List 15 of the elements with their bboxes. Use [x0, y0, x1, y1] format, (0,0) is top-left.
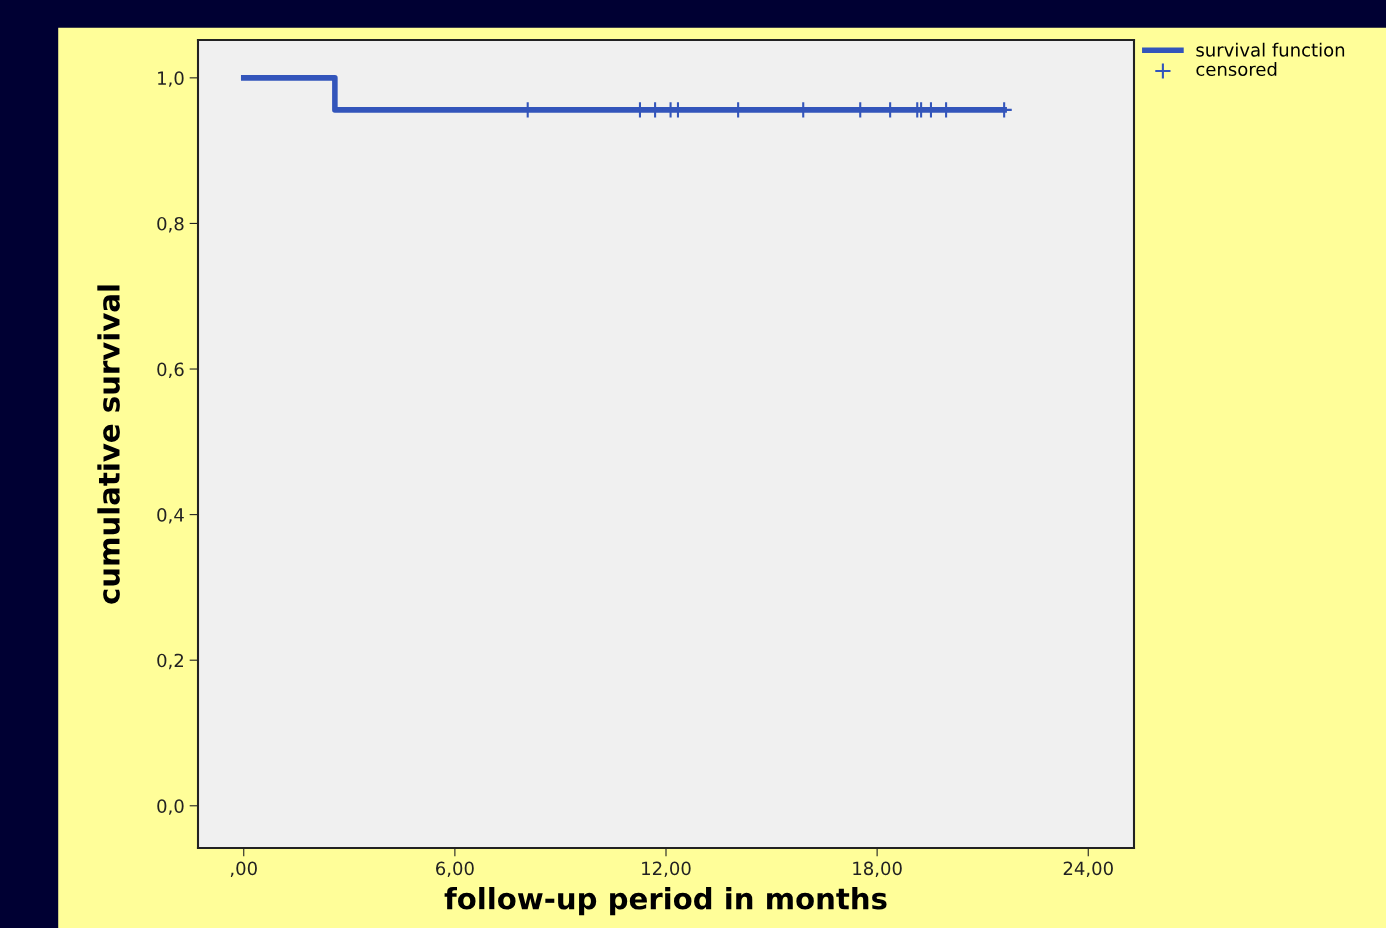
y-tick-label: 0,8 [157, 216, 184, 233]
legend-label: censored [1196, 62, 1277, 77]
x-tick-label: 24,00 [1063, 861, 1113, 878]
x-tick-label: 12,00 [642, 861, 691, 878]
y-tick-label: 0,6 [157, 362, 184, 378]
y-tick-label: 1,0 [158, 71, 184, 87]
y-tick-label: 0,2 [157, 653, 183, 670]
y-tick-label: 0,4 [157, 508, 184, 524]
y-axis-title: cumulative survival [97, 285, 120, 604]
x-tick-label: 18,00 [853, 861, 902, 878]
x-tick-label: 6,00 [436, 861, 474, 878]
legend-label: survival function [1196, 42, 1345, 57]
y-tick-label: 0,0 [157, 799, 184, 815]
x-axis-title: follow-up period in months [444, 887, 887, 916]
x-tick-label: ,00 [230, 861, 257, 878]
